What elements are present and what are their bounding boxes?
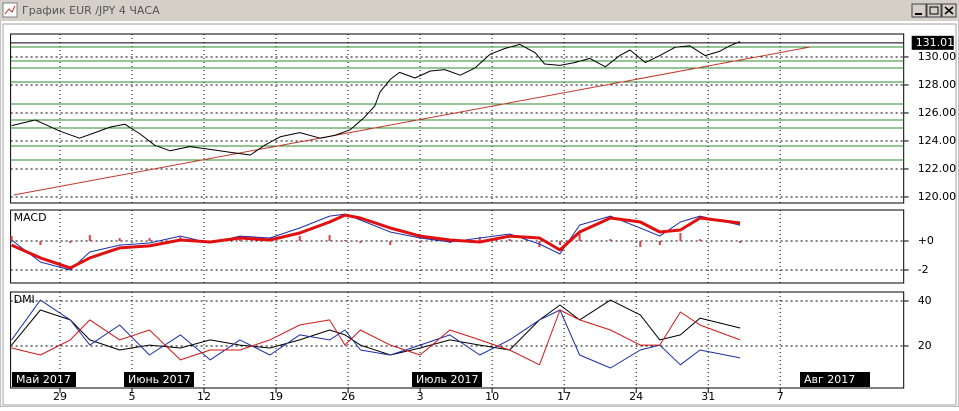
y-tick-label: 128.00	[918, 78, 957, 91]
last-price-box	[911, 35, 954, 50]
histogram-bar	[559, 240, 562, 246]
close-glyph	[944, 6, 954, 15]
y-tick-label: 126.00	[918, 106, 957, 119]
y-tick-label: 124.00	[918, 134, 957, 147]
x-tick-label: 17	[557, 390, 571, 403]
histogram-bar	[609, 239, 612, 241]
series-line	[10, 213, 741, 270]
series-line	[11, 41, 741, 156]
panel	[10, 209, 905, 284]
y-tick-label: 130.00	[918, 50, 957, 63]
histogram-bar	[88, 235, 91, 241]
y-tick-label: 40	[918, 294, 932, 307]
histogram-bar	[298, 235, 301, 241]
histogram-bar	[148, 238, 151, 241]
panel	[10, 33, 905, 204]
histogram-bar	[359, 240, 362, 244]
month-box	[412, 372, 482, 387]
series-line	[11, 213, 741, 271]
x-tick-label: 29	[53, 390, 67, 403]
month-label: Авг 2017	[804, 373, 855, 386]
last-price-label: 131.01	[916, 36, 955, 49]
y-tick-label: 20	[918, 339, 932, 352]
window-icon-glyph	[4, 5, 16, 15]
histogram-bar	[679, 233, 682, 241]
x-tick-label: 10	[485, 390, 499, 403]
x-tick-label: 31	[701, 390, 715, 403]
histogram-bar	[739, 240, 742, 244]
panel-title: MACD	[14, 211, 47, 224]
histogram-bar	[698, 239, 701, 241]
y-tick-label: 122.00	[918, 162, 957, 175]
histogram-bar	[239, 239, 242, 241]
histogram-bar	[69, 240, 72, 244]
x-tick-label: 24	[629, 390, 643, 403]
month-box	[800, 372, 870, 387]
month-box	[124, 372, 194, 387]
series-line	[11, 299, 741, 356]
y-tick-label: -2	[918, 263, 929, 276]
histogram-bar	[389, 240, 392, 246]
chart-frame	[2, 23, 957, 406]
x-tick-label: 7	[777, 390, 784, 403]
maximize-button[interactable]	[926, 3, 942, 18]
series-line	[11, 299, 741, 369]
histogram-bar	[39, 240, 42, 246]
trend-line	[13, 46, 811, 196]
x-tick-label: 12	[197, 390, 211, 403]
y-tick-label: +0	[918, 234, 934, 247]
panel-title: DMI	[14, 293, 35, 306]
histogram-bar	[328, 235, 331, 241]
histogram-bar	[419, 240, 422, 243]
panel	[10, 291, 905, 389]
window-title: График EUR /JPY 4 ЧАСА	[22, 4, 160, 17]
histogram-bar	[658, 240, 661, 246]
histogram-bar	[508, 238, 511, 241]
series-line	[11, 309, 741, 366]
x-tick-label: 19	[269, 390, 283, 403]
month-label: Июнь 2017	[128, 373, 191, 386]
histogram-bar	[343, 239, 346, 241]
histogram-bar	[639, 240, 642, 247]
histogram-bar	[118, 238, 121, 241]
maximize-glyph	[929, 6, 939, 15]
minimize-button[interactable]	[911, 3, 927, 18]
histogram-bar	[578, 234, 581, 241]
x-tick-label: 3	[417, 390, 424, 403]
month-box	[12, 372, 76, 387]
histogram-bar	[478, 236, 481, 241]
month-label: Май 2017	[16, 373, 71, 386]
x-tick-label: 26	[341, 390, 355, 403]
y-tick-label: 120.00	[918, 190, 957, 203]
x-tick-label: 5	[129, 390, 136, 403]
month-label: Июль 2017	[416, 373, 479, 386]
title-bar	[0, 0, 959, 21]
histogram-bar	[10, 235, 13, 241]
